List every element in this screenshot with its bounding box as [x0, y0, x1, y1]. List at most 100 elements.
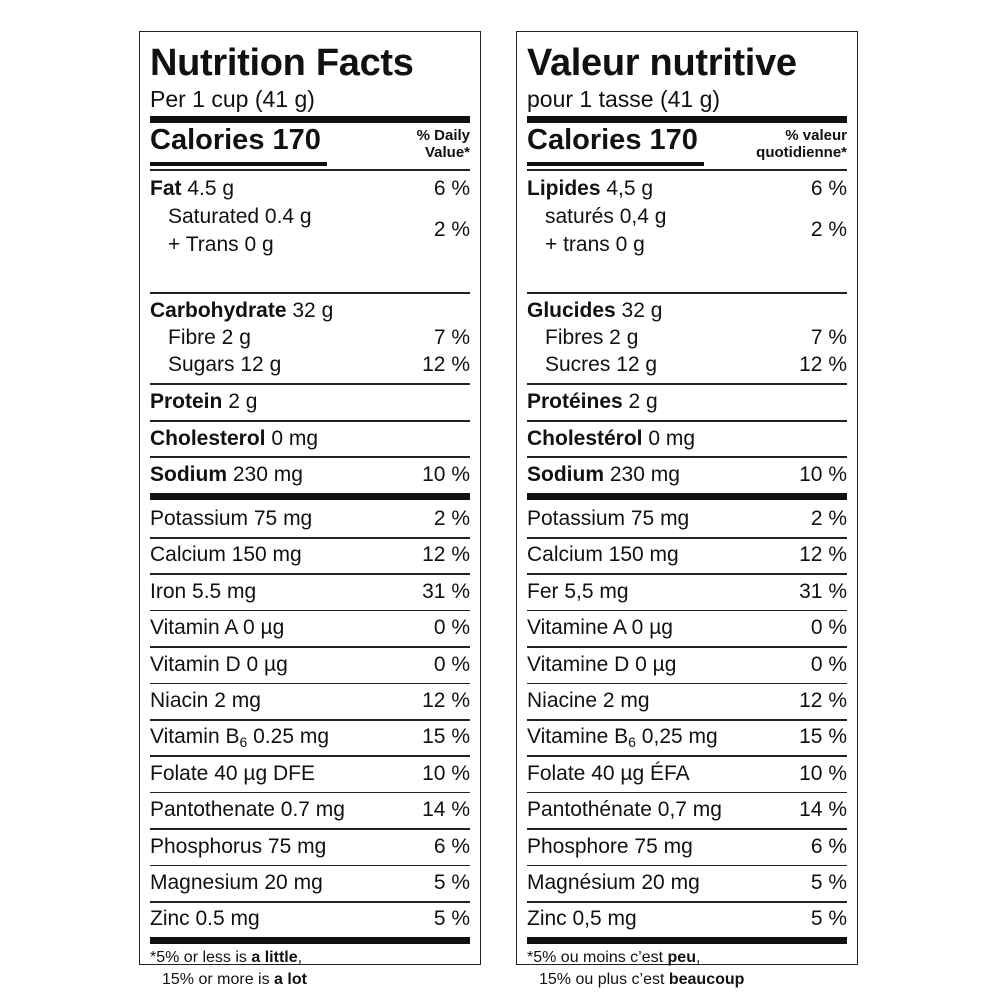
divider [150, 682, 470, 685]
footnote-line2: 15% or more is a lot [162, 971, 307, 988]
thick-rule [150, 937, 470, 944]
carb-label: Carbohydrate [150, 299, 287, 322]
sodium-dv: 10 % [422, 463, 470, 486]
footnote: *5% ou moins c’est peu, 15% ou plus c’es… [527, 947, 744, 991]
nutrient-dv: 2 % [433, 507, 470, 530]
divider [150, 292, 470, 294]
sodium-label: Sodium [527, 463, 604, 486]
nutrition-facts-panel-fr: Valeur nutritive pour 1 tasse (41 g) Cal… [516, 31, 858, 988]
divider [527, 609, 847, 612]
divider [150, 901, 470, 903]
nutrient-dv: 12 % [422, 543, 470, 567]
fat-label: Lipides [527, 177, 601, 200]
nutrient-label: Vitamine D 0 µg [527, 652, 677, 676]
sodium-dv: 10 % [799, 463, 847, 486]
divider [527, 646, 847, 648]
nutrient-dv: 15 % [422, 725, 470, 749]
divider [527, 573, 847, 575]
nutrient-dv: 31 % [422, 579, 470, 603]
divider [150, 828, 470, 830]
nutrient-label: Phosphorus 75 mg [150, 834, 327, 858]
fibre-label: Fibres 2 g [545, 326, 639, 349]
calories-line: Calories 170 [527, 124, 698, 156]
nutrient-label: Magnésium 20 mg [527, 871, 700, 894]
nutrient-label: Zinc 0,5 mg [527, 907, 637, 931]
trans-label: + Trans 0 g [168, 233, 274, 256]
nutrient-label: Zinc 0.5 mg [150, 907, 260, 931]
sugars-label: Sucres 12 g [545, 353, 658, 376]
protein-amount: 2 g [628, 390, 658, 413]
nutrient-label: Calcium 150 mg [150, 543, 302, 567]
dv-header-line1: % Daily [416, 127, 470, 144]
nutrient-dv: 6 % [433, 834, 470, 858]
nutrient-dv: 31 % [799, 579, 847, 603]
serving-size: Per 1 cup (41 g) [150, 86, 315, 112]
divider [150, 791, 470, 794]
nutrition-facts-panel-en: Nutrition Facts Per 1 cup (41 g) Calorie… [139, 31, 481, 988]
divider [527, 682, 847, 685]
dv-header-line1: % valeur [785, 127, 847, 144]
fat-label: Fat [150, 177, 182, 200]
divider [150, 719, 470, 721]
nutrient-dv: 6 % [810, 834, 847, 858]
fat-amount: 4,5 g [606, 177, 654, 200]
nutrient-dv: 0 % [433, 616, 470, 640]
nutrient-dv: 12 % [799, 689, 847, 712]
calories-underline [150, 162, 327, 166]
nutrient-label: Potassium 75 mg [527, 507, 690, 530]
divider [150, 420, 470, 422]
nutrient-label: Fer 5,5 mg [527, 579, 629, 603]
divider [150, 456, 470, 458]
nutrient-label: Vitamine A 0 µg [527, 616, 673, 640]
divider [527, 828, 847, 830]
protein-label: Protein [150, 390, 223, 413]
nutrient-label: Calcium 150 mg [527, 543, 679, 567]
divider [527, 292, 847, 294]
nutrient-dv: 5 % [433, 907, 470, 931]
sugars-dv: 12 % [799, 353, 847, 376]
nutrient-label: Vitamine B6 0,25 mg [527, 725, 718, 751]
cholesterol-label: Cholestérol [527, 427, 643, 450]
divider [150, 755, 470, 757]
nutrient-dv: 10 % [422, 761, 470, 785]
divider [527, 791, 847, 794]
divider [150, 646, 470, 648]
nutrient-label: Vitamin B6 0.25 mg [150, 725, 330, 751]
calories-line: Calories 170 [150, 124, 321, 156]
fat-dv: 6 % [810, 177, 847, 200]
dv-header-line2: Value* [424, 144, 470, 161]
sat-trans-dv: 2 % [433, 218, 470, 241]
nutrient-label: Magnesium 20 mg [150, 871, 323, 894]
divider [527, 537, 847, 539]
panel-title: Nutrition Facts [150, 42, 414, 84]
thick-rule [527, 937, 847, 944]
nutrient-dv: 14 % [799, 798, 847, 822]
saturated-label: Saturated 0.4 g [168, 205, 312, 228]
footnote-line1: *5% ou moins c’est peu, [527, 949, 701, 966]
nutrient-dv: 0 % [810, 616, 847, 640]
divider [150, 383, 470, 385]
nutrient-label: Pantothenate 0.7 mg [150, 798, 345, 822]
nutrient-dv: 0 % [810, 652, 847, 676]
divider [150, 609, 470, 612]
fat-amount: 4.5 g [187, 177, 235, 200]
calories-underline [527, 162, 704, 166]
fat-dv: 6 % [433, 177, 470, 200]
protein-label: Protéines [527, 390, 623, 413]
nutrient-label: Folate 40 µg ÉFA [527, 761, 690, 785]
divider [527, 383, 847, 385]
fibre-dv: 7 % [433, 326, 470, 349]
divider [527, 719, 847, 721]
nutrient-label: Vitamin A 0 µg [150, 616, 285, 640]
footnote: *5% or less is a little, 15% or more is … [150, 947, 307, 991]
sugars-label: Sugars 12 g [168, 353, 282, 376]
daily-value-header: % valeur quotidienne* [707, 127, 847, 161]
divider [150, 864, 470, 867]
divider [527, 456, 847, 458]
sodium-amount: 230 mg [609, 463, 680, 486]
carb-label: Glucides [527, 299, 616, 322]
fibre-label: Fibre 2 g [168, 326, 251, 349]
sat-trans-dv: 2 % [810, 218, 847, 241]
divider [527, 169, 847, 171]
protein-amount: 2 g [228, 390, 258, 413]
